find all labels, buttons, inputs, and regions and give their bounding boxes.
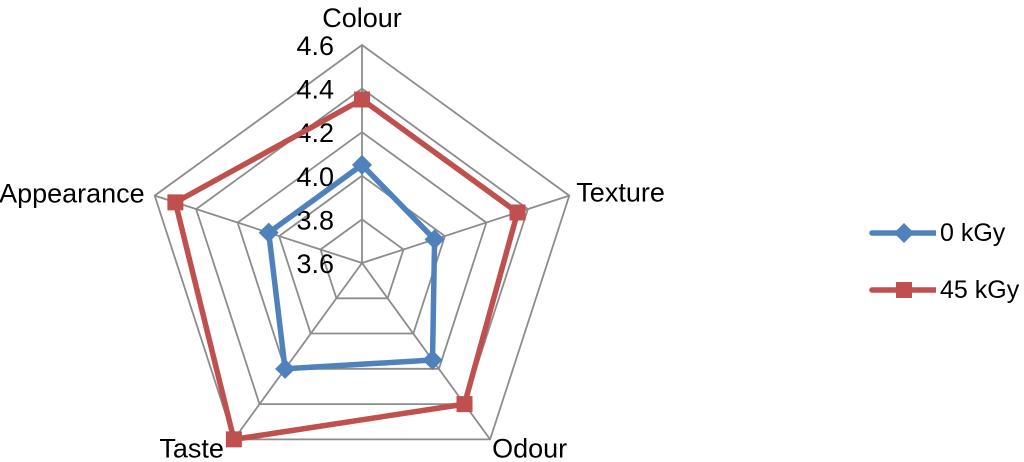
axis-spoke xyxy=(233,262,363,440)
grid-ring xyxy=(319,218,405,300)
axis-spoke xyxy=(361,194,570,264)
series-polygon-45-kgy xyxy=(172,96,521,443)
data-point-45-kgy-taste xyxy=(225,431,242,448)
legend-label-45kgy: 45 kGy xyxy=(940,275,1020,304)
data-point-45-kgy-appearance xyxy=(167,194,184,211)
data-point-45-kgy-odour xyxy=(456,396,473,413)
grid-ring xyxy=(236,131,488,370)
radial-tick-label: 4.6 xyxy=(296,31,334,61)
legend-entry-45kgy: 45 kGy xyxy=(868,268,1019,312)
category-label-odour: Odour xyxy=(492,433,567,462)
data-point-45-kgy-colour xyxy=(354,91,370,108)
grid-ring xyxy=(278,174,446,335)
category-label-colour: Colour xyxy=(322,3,402,33)
data-point-0-kgy-appearance xyxy=(258,222,279,243)
data-point-0-kgy-odour xyxy=(422,350,443,371)
category-label-appearance: Appearance xyxy=(0,179,145,209)
category-label-taste: Taste xyxy=(159,433,224,462)
grid-ring xyxy=(195,87,529,406)
chart-legend: 0 kGy 45 kGy xyxy=(868,211,1019,312)
data-point-45-kgy-texture xyxy=(509,204,526,221)
legend-marker-square-icon xyxy=(869,282,936,298)
grid-ring xyxy=(153,43,571,441)
data-point-0-kgy-colour xyxy=(352,154,372,175)
axis-spoke xyxy=(361,262,491,440)
legend-marker xyxy=(894,223,914,243)
series-polygon-0-kgy xyxy=(265,162,438,372)
legend-label-0kgy: 0 kGy xyxy=(940,218,1006,247)
legend-entry-0kgy: 0 kGy xyxy=(868,211,1019,255)
radial-tick-label: 4.4 xyxy=(296,75,334,105)
category-label-texture: Texture xyxy=(576,178,665,208)
data-point-0-kgy-taste xyxy=(275,358,296,379)
legend-marker xyxy=(896,282,912,298)
data-point-0-kgy-texture xyxy=(424,229,445,250)
radial-tick-label: 3.6 xyxy=(296,249,334,279)
axis-spoke xyxy=(154,194,363,264)
legend-marker-diamond-icon xyxy=(869,223,936,243)
